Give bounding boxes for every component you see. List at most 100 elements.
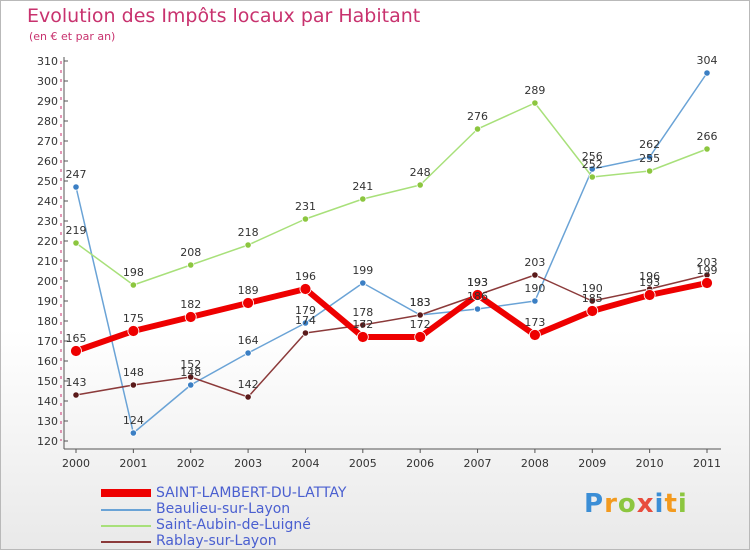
data-label: 174 [295, 314, 316, 327]
data-point [301, 215, 310, 223]
data-label: 241 [352, 180, 373, 193]
data-label: 208 [180, 246, 201, 259]
data-point [72, 391, 80, 399]
y-tick-label: 190 [37, 295, 58, 308]
data-label: 203 [524, 256, 545, 269]
series-line [75, 102, 708, 286]
legend-label: Saint-Aubin-de-Luigné [156, 517, 311, 533]
data-point [701, 277, 713, 289]
y-tick-label: 150 [37, 375, 58, 388]
data-point [416, 311, 424, 319]
x-tick-label: 2008 [521, 457, 549, 470]
x-tick-label: 2006 [406, 457, 434, 470]
data-label: 148 [180, 366, 201, 379]
data-label: 248 [410, 166, 431, 179]
data-label: 190 [524, 282, 545, 295]
data-point [588, 173, 596, 181]
data-point [244, 393, 252, 401]
x-tick-label: 2002 [177, 457, 205, 470]
data-point [586, 305, 599, 317]
data-label: 179 [295, 304, 316, 317]
series-line [75, 274, 708, 398]
data-label: 276 [467, 110, 488, 123]
y-tick-label: 120 [37, 435, 58, 448]
x-tick-label: 2003 [234, 457, 262, 470]
y-tick-label: 200 [37, 275, 58, 288]
data-label: 142 [238, 378, 259, 391]
y-tick-label: 160 [37, 355, 58, 368]
data-label: 165 [66, 332, 87, 345]
data-point [187, 261, 195, 269]
data-point [531, 297, 539, 305]
data-point [359, 279, 367, 287]
series-line [75, 72, 708, 434]
data-point [356, 331, 369, 343]
data-label: 172 [410, 318, 431, 331]
data-label: 152 [180, 358, 201, 371]
data-point [242, 297, 254, 309]
data-point [703, 145, 711, 153]
y-tick-label: 260 [37, 155, 58, 168]
data-point [473, 125, 482, 133]
y-tick-label: 280 [37, 115, 58, 128]
legend-swatch [101, 525, 151, 527]
y-tick-label: 210 [37, 255, 58, 268]
chart-title: Evolution des Impôts locaux par Habitant [27, 5, 421, 27]
x-tick-label: 2004 [291, 457, 319, 470]
data-point [416, 181, 424, 189]
data-label: 186 [467, 290, 488, 303]
data-point [72, 239, 80, 247]
data-label: 193 [467, 276, 488, 289]
data-label: 189 [238, 284, 259, 297]
data-label: 175 [123, 312, 144, 325]
axes: 120 130 140 150 160 170 180 190 200 210 220 230 240 2… [37, 55, 721, 470]
data-label: 218 [238, 226, 259, 239]
data-label: 143 [66, 376, 87, 389]
data-point [129, 381, 137, 389]
y-tick-label: 270 [37, 135, 58, 148]
legend-item: Saint-Aubin-de-Luigné [101, 517, 401, 533]
data-point [473, 305, 482, 313]
data-label: 182 [180, 298, 201, 311]
data-label: 172 [352, 318, 373, 331]
data-label: 256 [582, 150, 603, 163]
data-label: 231 [295, 200, 316, 213]
data-labels: 165 175 182 189 196 172 172 193 173 185 193 199 247 1… [66, 54, 718, 427]
y-tick-label: 300 [37, 75, 58, 88]
legend-item: Beaulieu-sur-Layon [101, 501, 401, 517]
data-point [588, 297, 596, 305]
data-label: 247 [66, 168, 87, 181]
legend-swatch [101, 509, 151, 511]
data-label: 199 [697, 264, 718, 277]
data-point [70, 345, 82, 357]
y-tick-label: 250 [37, 175, 58, 188]
data-point [72, 183, 80, 191]
legend-swatch [101, 541, 151, 543]
series-layer [70, 69, 713, 437]
data-label: 185 [582, 292, 603, 305]
data-label: 199 [352, 264, 373, 277]
data-label: 173 [524, 316, 545, 329]
legend-label: Beaulieu-sur-Layon [156, 501, 291, 517]
x-tick-label: 2007 [464, 457, 492, 470]
data-point [359, 195, 367, 203]
data-label: 196 [639, 270, 660, 283]
data-point [643, 289, 656, 301]
data-label: 124 [123, 414, 144, 427]
data-point [127, 325, 140, 337]
data-point [359, 321, 367, 329]
y-tick-label: 130 [37, 415, 58, 428]
data-label: 148 [123, 366, 144, 379]
x-tick-label: 2011 [693, 457, 721, 470]
data-label: 304 [697, 54, 718, 67]
series-line [73, 280, 710, 354]
data-label: 198 [123, 266, 144, 279]
data-label: 190 [582, 282, 603, 295]
y-tick-label: 180 [37, 315, 58, 328]
data-point [299, 283, 312, 295]
data-label: 183 [410, 296, 431, 309]
data-point [129, 429, 137, 437]
data-label: 183 [410, 296, 431, 309]
y-tick-label: 220 [37, 235, 58, 248]
data-label: 255 [639, 152, 660, 165]
